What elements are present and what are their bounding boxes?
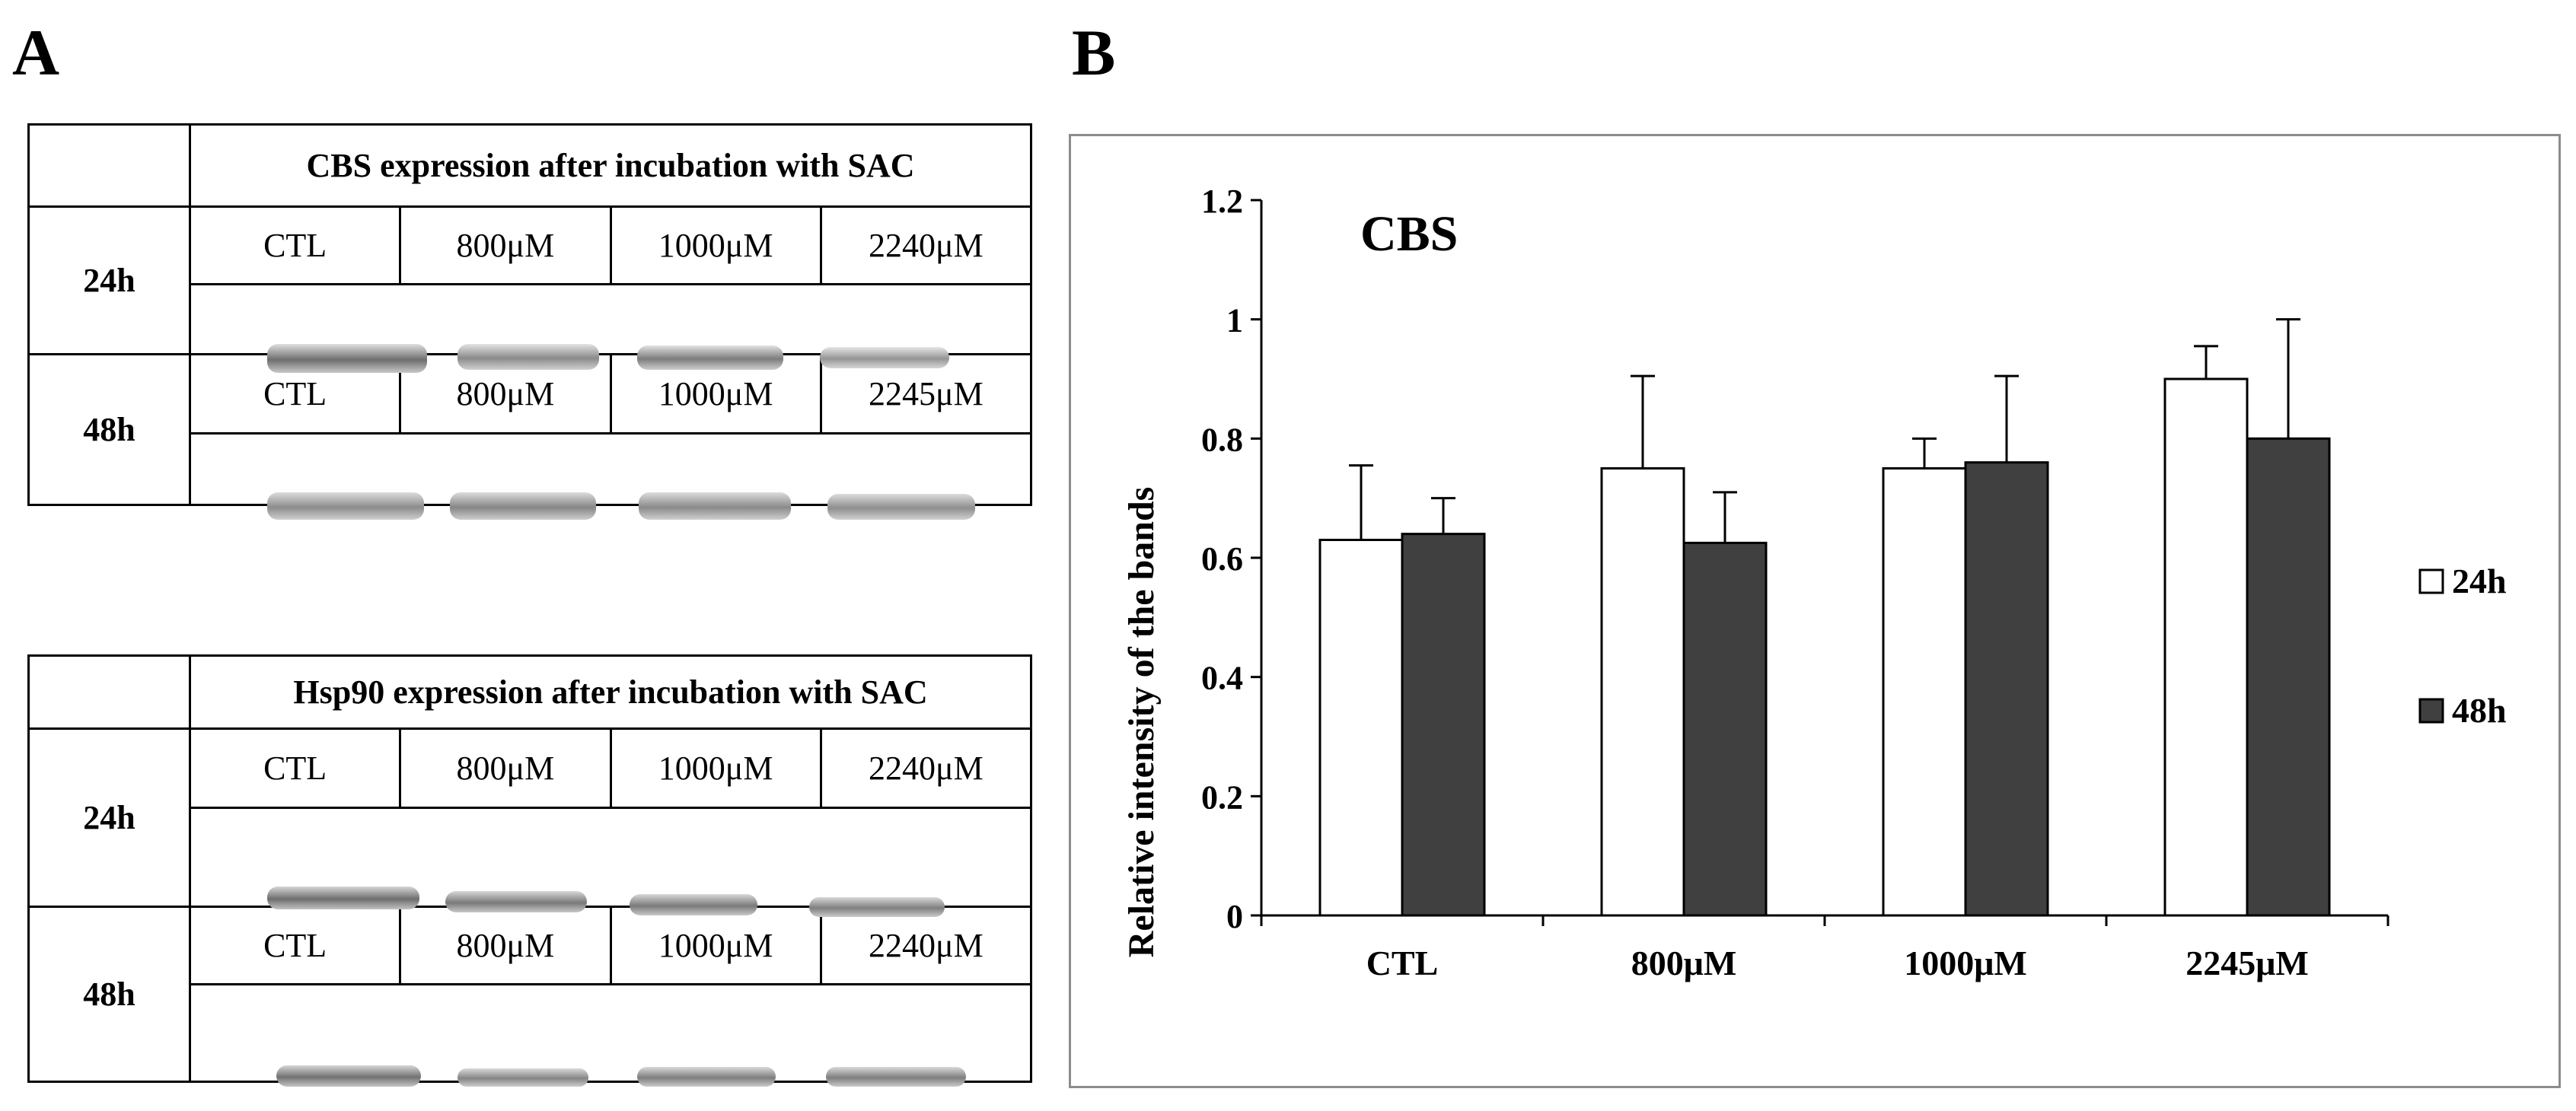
bar-24h [1600,467,1685,917]
chart-title: CBS [1360,206,1458,262]
dose-label: CTL [188,727,402,809]
dose-label: 1000μM [609,727,822,809]
time-label: 48h [27,353,191,506]
dose-label: 800μM [399,727,612,809]
legend-swatch-48h [2418,698,2444,724]
x-tick-label: 2245μM [2185,944,2309,982]
dose-label: 1000μM [609,205,822,285]
panel-label-b: B [1072,16,1116,89]
dose-label: 800μM [399,205,612,285]
blot-band [450,492,596,520]
blot-band [809,896,945,917]
y-axis-label: Relative intensity of the bands [1121,487,1162,958]
blot-title: Hsp90 expression after incubation with S… [189,654,1032,730]
blot-band-strip [189,983,1032,1087]
blot-band-strip [189,432,1032,520]
blot-band [637,1066,776,1087]
x-axis-ticks: CTL 800μM 1000μM 2245μM [1260,915,2389,982]
x-tick-label: 800μM [1631,944,1737,982]
blot-band [457,343,599,370]
bar-24h [1882,467,1967,917]
y-tick-label: 0.4 [1201,660,1243,697]
blot-band [637,345,783,370]
legend-label: 24h [2452,562,2507,600]
blot-band [820,346,949,368]
bars [1318,377,2331,917]
time-label: 48h [27,906,191,1083]
y-axis-ticks: 0 0.2 0.4 0.6 0.8 1 1.2 [1201,183,1261,935]
bar-48h [2246,437,2331,917]
corner-cell [27,123,191,208]
blot-band [827,493,975,520]
dose-label: CTL [188,906,402,985]
y-tick-label: 0 [1226,898,1243,935]
panel-label-a: A [12,16,60,89]
hsp90-blot-table: Hsp90 expression after incubation with S… [27,654,1033,1087]
y-tick-label: 1.2 [1201,183,1243,220]
legend-swatch-24h [2418,568,2444,594]
blot-band [639,492,791,520]
blot-band [267,343,427,373]
cbs-blot-table: CBS expression after incubation with SAC… [27,123,1033,520]
blot-band [826,1066,966,1087]
dose-label: 1000μM [609,906,822,985]
legend: 24h 48h [2418,562,2507,730]
y-tick-label: 0.2 [1201,778,1243,816]
time-label: 24h [27,727,191,908]
legend-label: 48h [2452,691,2507,730]
bar-48h [1682,541,1768,917]
y-tick-label: 1 [1226,302,1243,339]
blot-band-strip [189,807,1032,917]
bar-48h [1401,533,1486,917]
bar-chart: CBS Relative intensity of the bands 0 0.2… [1121,183,2507,982]
corner-cell [27,654,191,730]
blot-band [267,492,424,520]
blot-title: CBS expression after incubation with SAC [189,123,1032,208]
blot-band [276,1065,421,1087]
blot-band [267,886,419,909]
chart-frame: CBS Relative intensity of the bands 0 0.2… [1069,134,2561,1088]
blot-band [630,893,757,915]
y-tick-label: 0.6 [1201,540,1243,578]
time-label: 24h [27,205,191,355]
dose-label: 2240μM [819,205,1033,285]
x-tick-label: 1000μM [1904,944,2027,982]
dose-label: 2240μM [819,906,1033,985]
dose-label: 2240μM [819,727,1033,809]
bar-24h [2163,377,2249,917]
blot-band-strip [189,283,1032,373]
blot-band [457,1068,588,1087]
bar-24h [1318,539,1404,917]
blot-band [445,890,587,912]
y-tick-label: 0.8 [1201,421,1243,458]
bar-48h [1964,461,2049,917]
error-bars [1349,318,2300,543]
x-tick-label: CTL [1366,944,1439,982]
dose-label: 800μM [399,906,612,985]
dose-label: CTL [188,205,402,285]
